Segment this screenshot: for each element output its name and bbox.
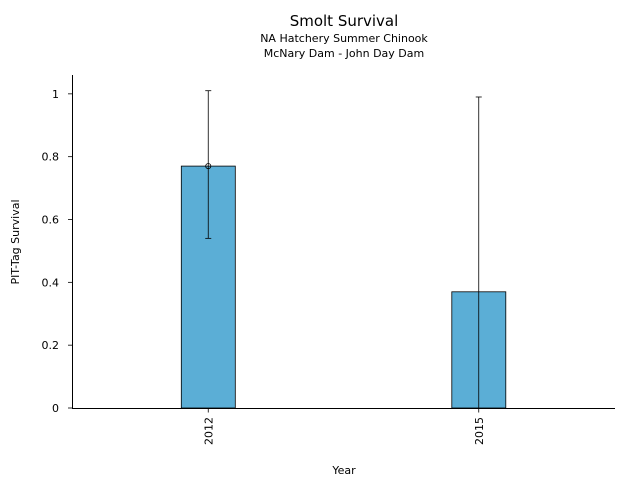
y-tick-label: 0 xyxy=(52,402,59,415)
bars-layer xyxy=(180,165,507,409)
chart-subtitle-line-2: McNary Dam - John Day Dam xyxy=(263,47,425,60)
x-axis-label: Year xyxy=(331,464,356,477)
x-tick-label-2012: 2012 xyxy=(202,417,215,445)
y-tick-label: 0.4 xyxy=(42,276,60,289)
y-tick-label: 1 xyxy=(52,88,59,101)
chart-subtitle-line-1: NA Hatchery Summer Chinook xyxy=(260,32,428,45)
y-ticks-layer: 0 0.2 0.4 0.6 0.8 1 xyxy=(42,88,72,415)
y-tick-label: 0.2 xyxy=(42,339,60,352)
chart-title: Smolt Survival xyxy=(289,12,399,30)
y-tick-label: 0.6 xyxy=(42,214,60,227)
y-tick-label: 0.8 xyxy=(42,151,60,164)
x-tick-label-2015: 2015 xyxy=(473,417,486,445)
axes-layer xyxy=(72,75,615,409)
x-ticks-layer: 2012 2015 xyxy=(202,408,486,445)
error-bars-layer xyxy=(205,90,482,408)
point-marker-2012 xyxy=(205,163,212,170)
y-axis-label: PIT-Tag Survival xyxy=(9,199,22,284)
